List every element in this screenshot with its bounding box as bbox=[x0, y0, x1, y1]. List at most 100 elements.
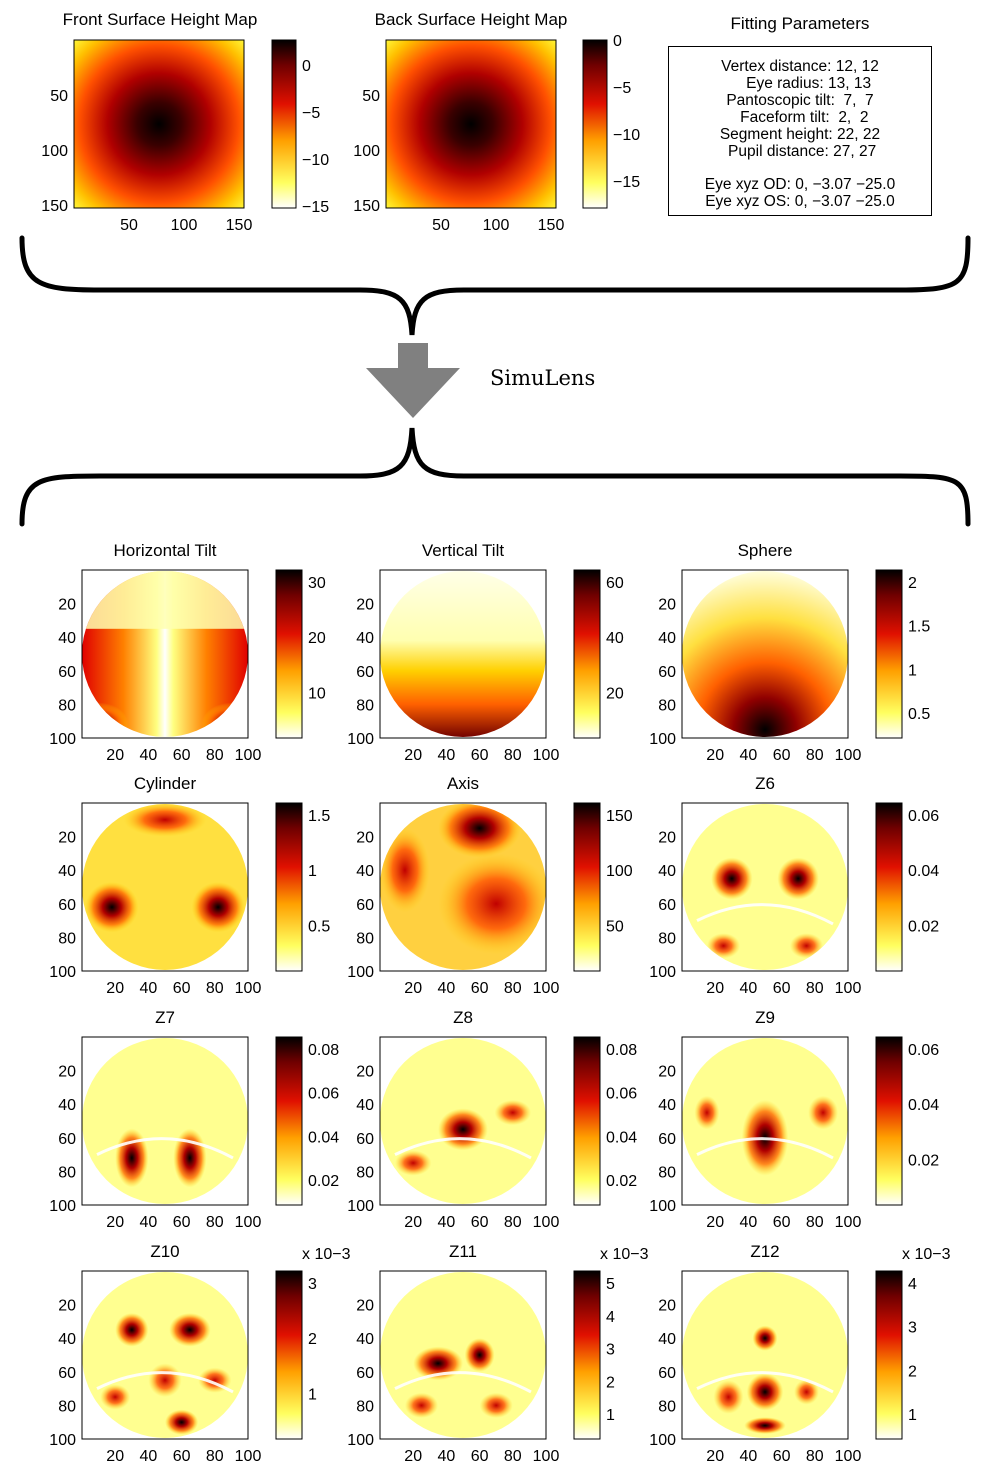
front-map-title: Front Surface Height Map bbox=[63, 10, 258, 29]
panel-title: Z8 bbox=[453, 1008, 473, 1027]
panel-axes bbox=[681, 1036, 849, 1206]
panel-xtick: 80 bbox=[206, 747, 224, 764]
panel-axes bbox=[81, 802, 249, 972]
panel-xtick: 40 bbox=[740, 1214, 758, 1231]
panel-xtick: 60 bbox=[471, 1448, 489, 1465]
panel-xtick: 80 bbox=[206, 1448, 224, 1465]
panel-axes bbox=[81, 1270, 249, 1440]
panel-map-image bbox=[380, 1038, 546, 1204]
panel-xtick: 40 bbox=[740, 747, 758, 764]
panel-ytick: 20 bbox=[58, 830, 76, 847]
panel-ytick: 80 bbox=[58, 1398, 76, 1415]
panel-horizontal-tilt: Horizontal Tilt 20 40 60 80 100 20 40 60 80 100 30 2… bbox=[49, 541, 326, 764]
panel-ytick: 100 bbox=[649, 731, 676, 748]
panel-colorbar bbox=[275, 1036, 303, 1206]
back-ytick: 50 bbox=[362, 88, 380, 105]
panel-axis: Axis 20 40 60 80 100 20 40 60 80 100 150 100 50 bbox=[347, 774, 633, 997]
panel-cbar-tick: 3 bbox=[606, 1342, 615, 1359]
panel-ytick: 40 bbox=[58, 863, 76, 880]
panel-ytick: 20 bbox=[658, 597, 676, 614]
panel-cbar-tick: 20 bbox=[606, 685, 624, 702]
panel-cbar-tick: 2 bbox=[908, 575, 917, 592]
panel-ytick: 40 bbox=[356, 863, 374, 880]
panel-title: Z11 bbox=[449, 1242, 477, 1261]
panel-cbar-tick: 1 bbox=[308, 1386, 317, 1403]
panel-cbar-tick: 2 bbox=[908, 1363, 917, 1380]
panel-ytick: 60 bbox=[58, 897, 76, 914]
simulens-label: SimuLens bbox=[490, 366, 596, 390]
panel-map-image bbox=[682, 804, 848, 970]
panel-xtick: 40 bbox=[140, 980, 158, 997]
panel-xtick: 80 bbox=[504, 1448, 522, 1465]
panel-colorbar bbox=[875, 569, 903, 739]
panel-ytick: 100 bbox=[347, 1432, 374, 1449]
panel-ytick: 80 bbox=[58, 930, 76, 947]
panel-ytick: 20 bbox=[658, 830, 676, 847]
panel-cbar-tick: 1 bbox=[908, 662, 917, 679]
panel-axes bbox=[379, 1270, 547, 1440]
panel-ytick: 100 bbox=[49, 1432, 76, 1449]
panel-ytick: 100 bbox=[649, 1198, 676, 1215]
panel-cbar-tick: 0.04 bbox=[308, 1129, 339, 1146]
panel-cylinder: Cylinder 20 40 60 80 100 20 40 60 80 100 1.5 1 0.5 bbox=[49, 774, 330, 997]
panel-title: Horizontal Tilt bbox=[114, 541, 217, 560]
front-ytick: 50 bbox=[50, 88, 68, 105]
panel-ytick: 80 bbox=[658, 1164, 676, 1181]
front-map-image bbox=[74, 40, 244, 208]
panel-xtick: 60 bbox=[773, 980, 791, 997]
panel-ytick: 100 bbox=[347, 964, 374, 981]
panel-cbar-tick: 3 bbox=[908, 1320, 917, 1337]
panel-ytick: 40 bbox=[58, 1331, 76, 1348]
panel-cbar-tick: 150 bbox=[606, 808, 633, 825]
panel-cbar-tick: 0.02 bbox=[908, 1152, 939, 1169]
panel-cbar-tick: 1.5 bbox=[308, 808, 330, 825]
panel-ytick: 40 bbox=[58, 1097, 76, 1114]
param-line: Vertex distance: 12, 12 bbox=[721, 58, 879, 75]
panel-xtick: 20 bbox=[404, 1214, 422, 1231]
panel-colorbar bbox=[573, 569, 601, 739]
back-xtick: 150 bbox=[538, 217, 565, 234]
down-arrow-icon bbox=[366, 343, 460, 418]
panel-z8: Z8 20 40 60 80 100 20 40 60 80 100 0.08 0.06 0.04 0.02 bbox=[347, 1008, 637, 1231]
panel-ytick: 40 bbox=[58, 630, 76, 647]
panel-xtick: 80 bbox=[806, 1214, 824, 1231]
panel-map-image bbox=[82, 1272, 248, 1438]
panel-cbar-tick: 0.06 bbox=[908, 808, 939, 825]
panel-xtick: 40 bbox=[438, 747, 456, 764]
panel-ytick: 80 bbox=[356, 1164, 374, 1181]
panel-title: Z7 bbox=[155, 1008, 175, 1027]
panel-cbar-tick: 100 bbox=[606, 863, 633, 880]
panel-cbar-tick: 50 bbox=[606, 918, 624, 935]
panel-ytick: 100 bbox=[649, 1432, 676, 1449]
front-ytick: 150 bbox=[41, 198, 68, 215]
panel-ytick: 20 bbox=[356, 597, 374, 614]
panel-colorbar bbox=[573, 802, 601, 972]
panel-xtick: 80 bbox=[504, 980, 522, 997]
panel-z9: Z9 20 40 60 80 100 20 40 60 80 100 0.06 0.04 0.02 bbox=[649, 1008, 939, 1231]
back-cbar-tick: −15 bbox=[613, 174, 640, 191]
panel-cbar-tick: 0.04 bbox=[908, 1097, 939, 1114]
panel-xtick: 20 bbox=[106, 747, 124, 764]
panel-ytick: 60 bbox=[356, 1131, 374, 1148]
param-line: Eye radius: 13, 13 bbox=[728, 75, 872, 92]
panel-title: Z6 bbox=[755, 774, 775, 793]
panel-cbar-tick: 0.08 bbox=[308, 1042, 339, 1059]
panel-z11: Z11 20 40 60 80 100 20 40 60 80 100 5 4 3 2 1 x 10−3 bbox=[347, 1242, 648, 1465]
panel-ytick: 80 bbox=[58, 697, 76, 714]
panel-map-image bbox=[682, 1038, 848, 1204]
panel-xtick: 80 bbox=[806, 747, 824, 764]
panel-axes bbox=[681, 569, 849, 739]
panel-ytick: 80 bbox=[658, 1398, 676, 1415]
param-line: Pantoscopic tilt: 7, 7 bbox=[726, 92, 874, 109]
panel-cbar-tick: 40 bbox=[606, 630, 624, 647]
panel-colorbar bbox=[875, 1270, 903, 1440]
panel-vertical-tilt: Vertical Tilt 20 40 60 80 100 20 40 60 80 100 60 40 2… bbox=[347, 541, 624, 764]
panel-map-image bbox=[82, 804, 248, 970]
panel-xtick: 80 bbox=[504, 1214, 522, 1231]
panel-cbar-tick: 0.5 bbox=[308, 918, 330, 935]
panel-axes bbox=[379, 1036, 547, 1206]
panel-axes bbox=[81, 1036, 249, 1206]
panel-ytick: 100 bbox=[347, 731, 374, 748]
panel-ytick: 20 bbox=[356, 1064, 374, 1081]
panel-ytick: 40 bbox=[356, 630, 374, 647]
